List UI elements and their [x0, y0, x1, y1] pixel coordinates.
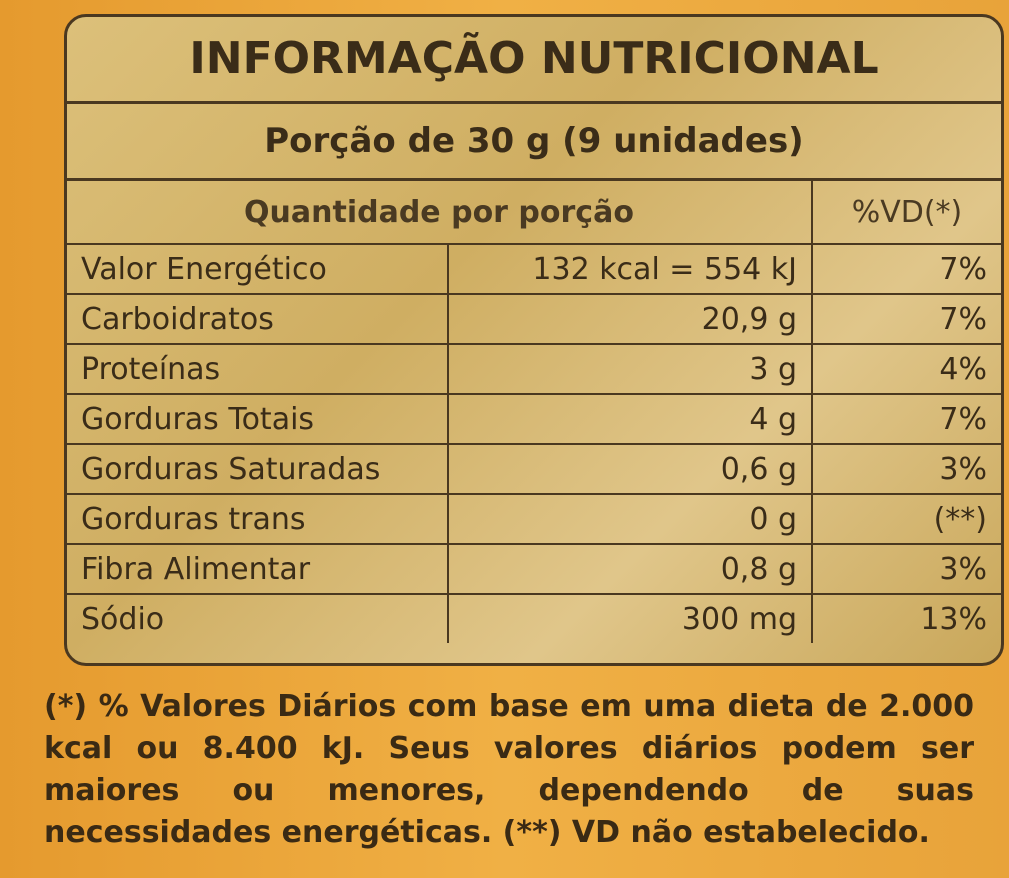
daily-value: (**) [811, 493, 1001, 545]
nutrition-table: INFORMAÇÃO NUTRICIONAL Porção de 30 g (9… [64, 14, 1004, 666]
serving: Porção de 30 g (9 unidades) [67, 104, 1001, 181]
nutrient: Proteínas [67, 343, 449, 395]
daily-value: 7% [811, 293, 1001, 345]
daily-value: 7% [811, 393, 1001, 445]
table-row: Proteínas 3 g 4% [67, 343, 1001, 395]
amount: 3 g [447, 343, 813, 395]
table-row: Gorduras Saturadas 0,6 g 3% [67, 443, 1001, 495]
amount: 20,9 g [447, 293, 813, 345]
title: INFORMAÇÃO NUTRICIONAL [67, 17, 1001, 104]
nutrient: Gorduras trans [67, 493, 449, 545]
nutrient: Carboidratos [67, 293, 449, 345]
header-cell: %VD(*) [811, 181, 1001, 244]
amount: 132 kcal = 554 kJ [447, 243, 813, 295]
daily-value: 13% [811, 593, 1001, 643]
daily-value: 3% [811, 443, 1001, 495]
amount: 0,6 g [447, 443, 813, 495]
amount: 0,8 g [447, 543, 813, 595]
amount: 0 g [447, 493, 813, 545]
nutrient: Sódio [67, 593, 449, 643]
nutrient: Gorduras Saturadas [67, 443, 449, 495]
nutrient: Fibra Alimentar [67, 543, 449, 595]
daily-value: 3% [811, 543, 1001, 595]
footnote: (*) % Valores Diários com base em uma di… [44, 689, 974, 850]
header-row: Quantidade por porção %VD(*) [67, 181, 1001, 244]
daily-value: 4% [811, 343, 1001, 395]
nutrient: Valor Energético [67, 243, 449, 295]
table-row: Carboidratos 20,9 g 7% [67, 293, 1001, 345]
nutrient: Gorduras Totais [67, 393, 449, 445]
daily-value: 7% [811, 243, 1001, 295]
table-row: Gorduras trans 0 g (**) [67, 493, 1001, 545]
table-row: Fibra Alimentar 0,8 g 3% [67, 543, 1001, 595]
table-row: Sódio 300 mg 13% [67, 593, 1001, 643]
amount: 300 mg [447, 593, 813, 643]
table: Quantidade por porção %VD(*) Valor Energ… [67, 181, 1001, 643]
table-row: Valor Energético 132 kcal = 554 kJ 7% [67, 243, 1001, 295]
table-row: Gorduras Totais 4 g 7% [67, 393, 1001, 445]
amount: 4 g [447, 393, 813, 445]
header-cell: Quantidade por porção [67, 181, 813, 244]
